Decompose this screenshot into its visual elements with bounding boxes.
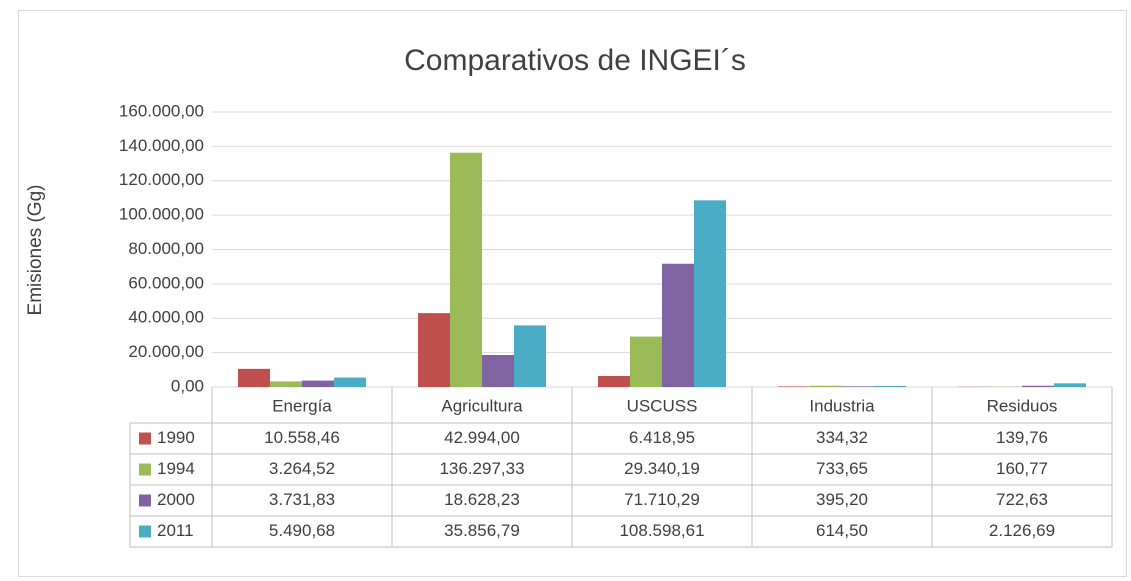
table-value: 35.856,79: [444, 521, 520, 540]
legend-swatch: [139, 463, 151, 476]
table-value: 139,76: [996, 428, 1048, 447]
x-tick-label: USCUSS: [627, 396, 698, 415]
bar: [1054, 383, 1086, 387]
table-value: 2.126,69: [989, 521, 1055, 540]
y-tick-label: 60.000,00: [128, 273, 204, 292]
legend-swatch: [139, 432, 151, 445]
legend-label: 2011: [157, 521, 194, 540]
x-tick-label: Residuos: [987, 396, 1058, 415]
table-value: 10.558,46: [264, 428, 340, 447]
x-tick-label: Industria: [809, 396, 875, 415]
table-value: 733,65: [816, 459, 868, 478]
bar: [270, 381, 302, 387]
bar: [842, 386, 874, 387]
bar: [482, 354, 514, 387]
table-value: 614,50: [816, 521, 868, 540]
bar: [778, 386, 810, 387]
table-value: 5.490,68: [269, 521, 335, 540]
x-tick-label: Energía: [272, 396, 332, 415]
bar: [662, 263, 694, 387]
bar: [598, 375, 630, 387]
y-tick-label: 40.000,00: [128, 308, 204, 327]
bar: [810, 385, 842, 387]
bar: [694, 200, 726, 387]
table-value: 29.340,19: [624, 459, 700, 478]
table-value: 395,20: [816, 490, 868, 509]
table-value: 71.710,29: [624, 490, 700, 509]
table-value: 18.628,23: [444, 490, 520, 509]
legend-label: 1990: [157, 428, 195, 447]
y-tick-label: 160.000,00: [119, 101, 204, 120]
y-tick-label: 20.000,00: [128, 342, 204, 361]
bar: [302, 380, 334, 387]
table-value: 3.264,52: [269, 459, 335, 478]
bar: [1022, 385, 1054, 387]
bar: [418, 313, 450, 387]
bar: [514, 325, 546, 387]
y-tick-label: 0,00: [171, 376, 204, 395]
legend-label: 2000: [157, 490, 195, 509]
bar: [874, 385, 906, 387]
y-tick-label: 120.000,00: [119, 170, 204, 189]
table-value: 3.731,83: [269, 490, 335, 509]
bar: [334, 377, 366, 387]
table-value: 722,63: [996, 490, 1048, 509]
legend-label: 1994: [157, 459, 195, 478]
bar: [450, 152, 482, 387]
table-value: 136.297,33: [439, 459, 524, 478]
chart-title: Comparativos de INGEI´s: [404, 44, 746, 77]
y-tick-label: 140.000,00: [119, 136, 204, 155]
table-value: 108.598,61: [619, 521, 704, 540]
table-value: 6.418,95: [629, 428, 695, 447]
table-value: 334,32: [816, 428, 868, 447]
x-tick-label: Agricultura: [441, 396, 523, 415]
table-value: 42.994,00: [444, 428, 520, 447]
legend-swatch: [139, 525, 151, 538]
y-tick-label: 100.000,00: [119, 205, 204, 224]
y-axis-label: Emisiones (Gg): [25, 185, 46, 316]
bar: [238, 368, 270, 387]
bar: [630, 336, 662, 387]
legend-swatch: [139, 494, 151, 507]
y-tick-label: 80.000,00: [128, 239, 204, 258]
table-value: 160,77: [996, 459, 1048, 478]
